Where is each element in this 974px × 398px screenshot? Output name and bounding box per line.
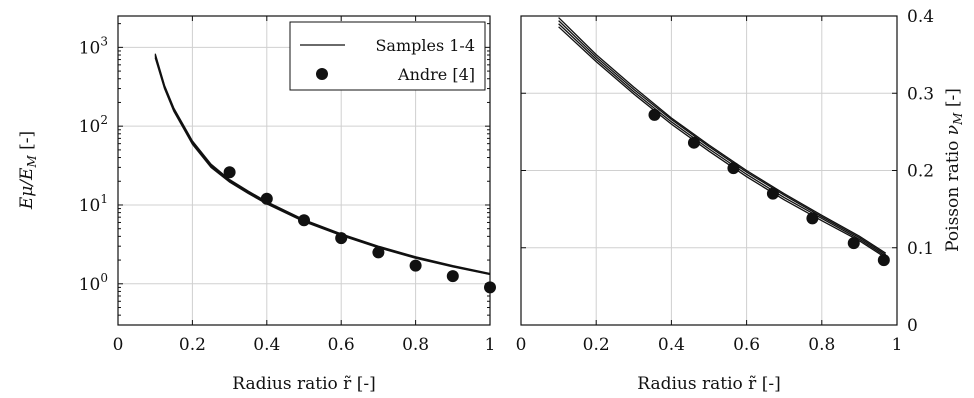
legend-label-samples: Samples 1-4 bbox=[375, 36, 475, 55]
right-panel: 0 0.2 0.4 0.6 0.8 1 0 0.1 0.2 0.3 0.4 Radius rati… bbox=[516, 7, 965, 394]
right-y-title-symbol: ν bbox=[943, 125, 963, 135]
left-curves bbox=[154, 53, 491, 276]
y-tick-label: 100 bbox=[79, 271, 108, 295]
left-y-title-symbol: μ bbox=[17, 186, 37, 197]
legend: Samples 1-4 Andre [4] bbox=[289, 21, 486, 91]
andre-data-point bbox=[409, 259, 422, 272]
y-tick-label: 102 bbox=[79, 113, 108, 137]
right-y-title-subscript: M bbox=[951, 112, 965, 126]
y-tick-base: 10 bbox=[79, 196, 101, 216]
sample-curve-2 bbox=[558, 20, 887, 256]
x-tick-label: 0 bbox=[516, 335, 527, 355]
left-y-axis-title: Eμ/EM [-] bbox=[17, 131, 39, 210]
x-tick-label: 1 bbox=[485, 335, 496, 355]
andre-data-point bbox=[372, 246, 385, 259]
sample-curve-4 bbox=[558, 26, 887, 259]
right-y-axis-title: Poisson ratio νM [-] bbox=[943, 88, 965, 252]
right-ticks bbox=[520, 15, 898, 326]
y-tick-base: 10 bbox=[79, 275, 101, 295]
right-curves bbox=[558, 17, 887, 259]
right-x-axis-title: Radius ratio r̃ [-] bbox=[637, 374, 780, 394]
y-tick-label: 103 bbox=[79, 34, 108, 58]
x-tick-label: 0.2 bbox=[583, 335, 610, 355]
right-y-title-unit: [-] bbox=[943, 88, 963, 112]
legend-label-andre: Andre [4] bbox=[397, 65, 475, 84]
x-tick-label: 0.6 bbox=[328, 335, 355, 355]
y-tick-label: 0.1 bbox=[907, 239, 934, 259]
x-tick-label: 0.2 bbox=[179, 335, 206, 355]
andre-data-point bbox=[446, 270, 459, 283]
andre-data-point bbox=[223, 166, 236, 179]
y-tick-label: 101 bbox=[79, 192, 108, 216]
andre-data-point bbox=[335, 232, 348, 245]
x-tick-label: 0.4 bbox=[253, 335, 280, 355]
right-y-title-main: Poisson ratio bbox=[943, 135, 963, 252]
y-tick-label: 0 bbox=[907, 316, 918, 336]
y-tick-exponent: 0 bbox=[100, 271, 108, 285]
andre-data-point bbox=[847, 237, 860, 250]
andre-data-point bbox=[687, 136, 700, 149]
left-markers bbox=[223, 166, 496, 294]
x-tick-label: 0.6 bbox=[733, 335, 760, 355]
left-ticks bbox=[117, 16, 491, 326]
left-y-title-separator: /E bbox=[17, 167, 37, 188]
right-y-tick-labels: 0 0.1 0.2 0.3 0.4 bbox=[907, 7, 934, 336]
sample-curve-1 bbox=[558, 17, 887, 254]
andre-data-point bbox=[260, 192, 273, 205]
right-x-axis-title-text: Radius ratio r̃ [-] bbox=[637, 374, 780, 394]
x-tick-label: 0.4 bbox=[658, 335, 685, 355]
y-tick-label: 0.3 bbox=[907, 84, 934, 104]
right-grid bbox=[520, 15, 898, 326]
x-tick-label: 1 bbox=[892, 335, 903, 355]
y-tick-exponent: 3 bbox=[100, 34, 108, 48]
right-markers bbox=[648, 108, 890, 267]
x-tick-label: 0.8 bbox=[808, 335, 835, 355]
y-tick-label: 0.4 bbox=[907, 7, 934, 27]
left-x-axis-title: Radius ratio r̃ [-] bbox=[232, 374, 375, 394]
left-y-title-subscript: M bbox=[25, 155, 39, 169]
andre-data-point bbox=[727, 162, 740, 175]
sample-curve-3 bbox=[558, 23, 887, 257]
andre-data-point bbox=[806, 212, 819, 225]
y-tick-label: 0.2 bbox=[907, 162, 934, 182]
y-tick-exponent: 2 bbox=[100, 113, 108, 127]
andre-data-point bbox=[298, 214, 310, 227]
y-tick-exponent: 1 bbox=[100, 192, 108, 206]
left-y-title-unit: [-] bbox=[17, 131, 37, 155]
andre-data-point bbox=[648, 108, 661, 121]
legend-marker-swatch bbox=[316, 68, 328, 80]
x-tick-label: 0 bbox=[113, 335, 124, 355]
y-tick-base: 10 bbox=[79, 117, 101, 137]
left-x-axis-title-text: Radius ratio r̃ [-] bbox=[232, 374, 375, 394]
andre-data-point bbox=[766, 187, 779, 200]
left-y-title-main: E bbox=[17, 196, 37, 210]
andre-data-point bbox=[877, 254, 890, 267]
left-plot-frame bbox=[117, 15, 491, 326]
right-x-tick-labels: 0 0.2 0.4 0.6 0.8 1 bbox=[516, 335, 903, 355]
x-tick-label: 0.8 bbox=[402, 335, 429, 355]
left-x-tick-labels: 0 0.2 0.4 0.6 0.8 1 bbox=[113, 335, 496, 355]
y-tick-base: 10 bbox=[79, 38, 101, 58]
sample-curve-4 bbox=[154, 57, 491, 276]
